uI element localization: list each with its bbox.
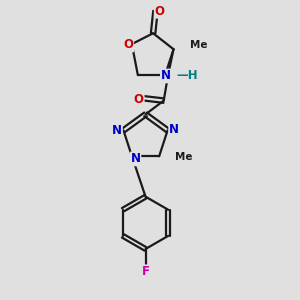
Text: N: N [169,123,179,136]
Text: —H: —H [176,69,198,82]
Text: N: N [161,70,171,83]
Text: Me: Me [190,40,207,50]
Text: Me: Me [175,152,192,162]
Text: O: O [123,38,133,52]
Text: N: N [112,124,122,136]
Text: F: F [142,266,149,278]
Text: N: N [130,152,140,166]
Text: O: O [134,93,144,106]
Text: O: O [154,5,165,18]
